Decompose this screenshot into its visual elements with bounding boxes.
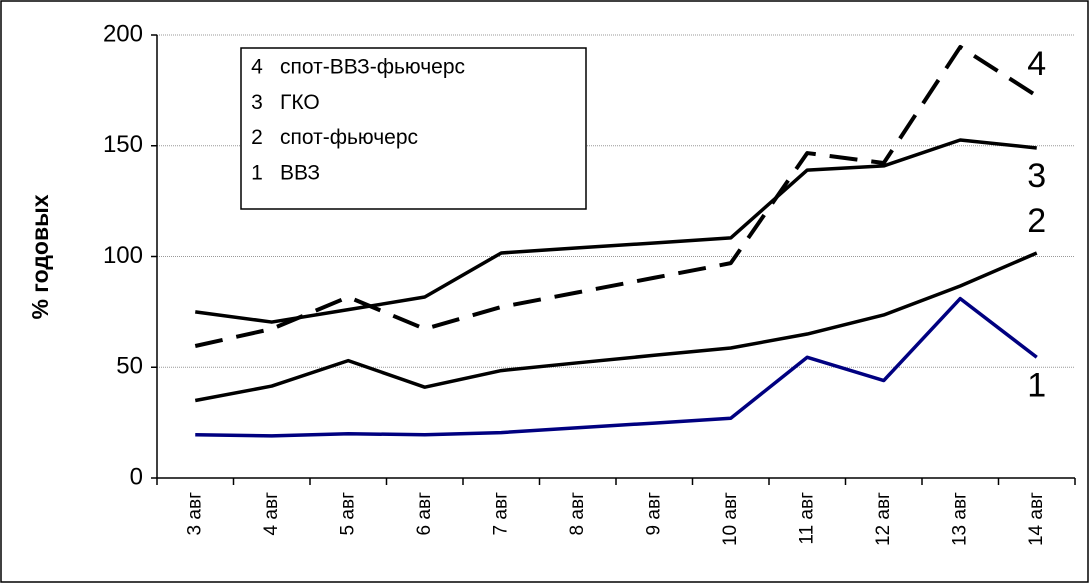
series-end-label: 2 [1027,202,1046,240]
legend-label: ГКО [280,91,320,114]
series-line [194,251,1038,403]
x-tick-label: 11 авг [796,492,817,545]
series-end-label: 4 [1027,45,1046,83]
legend-number: 3 [251,91,263,114]
legend-number: 1 [251,161,263,184]
y-axis-title: % годовых [27,194,53,319]
series-end-label: 3 [1027,157,1046,195]
x-tick-label: 13 авг [949,492,970,546]
legend-box [240,47,587,210]
y-tick-label: 0 [130,463,143,490]
y-tick-label: 150 [103,131,143,158]
series-end-label: 1 [1027,366,1046,404]
x-tick-label: 10 авг [720,492,741,546]
legend: 4 спот-ВВЗ-фьючерс 3 ГКО 2 спот-фьючерс 1 ВВЗ [240,47,587,210]
legend-label: ВВЗ [280,161,320,184]
legend-label: спот-фьючерс [280,126,418,149]
x-tick-label: 6 авг [414,492,435,536]
series-line [195,138,1037,324]
x-tick-label: 7 авг [490,492,511,536]
series-line [194,44,1038,348]
x-tick-label: 5 авг [337,492,358,536]
x-tick-label: 4 авг [261,492,282,536]
y-tick-label: 200 [103,20,143,47]
x-tick-label: 14 авг [1026,492,1047,546]
x-tick-label: 3 авг [184,492,205,536]
y-tick-label: 50 [116,353,143,380]
x-tick-label: 9 авг [643,492,664,536]
legend-label: спот-ВВЗ-фьючерс [280,56,465,79]
y-tick-label: 100 [103,242,143,269]
series-line [195,296,1038,438]
x-tick-label: 12 авг [873,492,894,546]
legend-number: 2 [251,126,263,149]
x-tick-label: 8 авг [567,492,588,536]
legend-number: 4 [251,56,263,79]
